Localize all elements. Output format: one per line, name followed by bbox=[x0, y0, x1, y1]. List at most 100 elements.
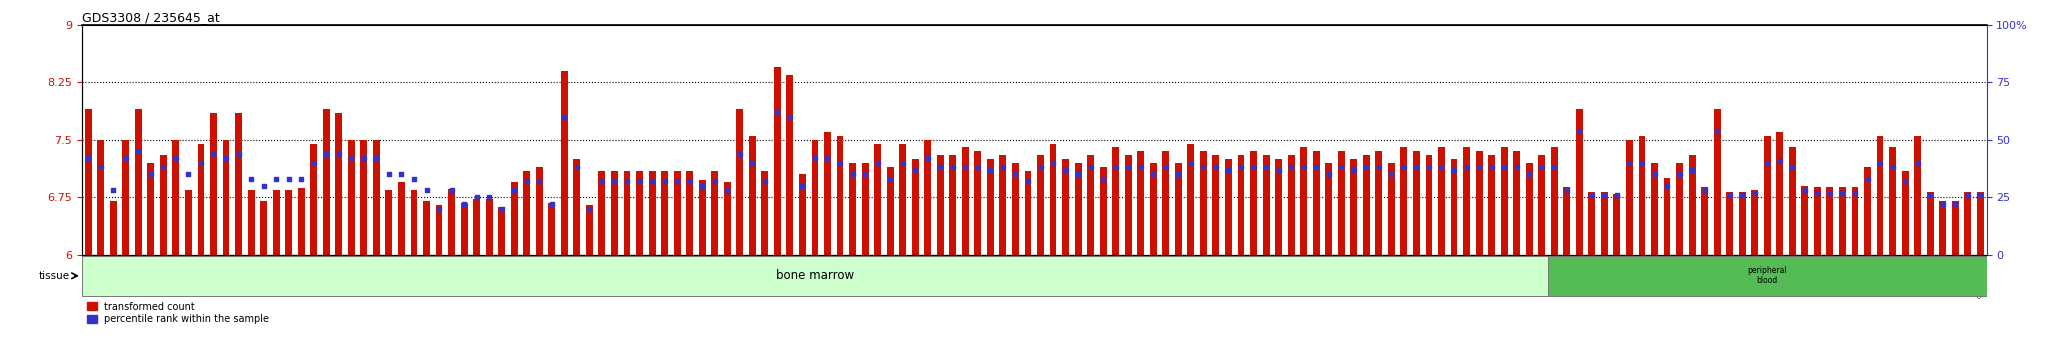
Legend: transformed count, percentile rank within the sample: transformed count, percentile rank withi… bbox=[86, 302, 268, 325]
Bar bbox=[799, 175, 805, 255]
Bar bbox=[1450, 159, 1458, 255]
Point bbox=[1751, 160, 1784, 166]
Point bbox=[172, 172, 205, 177]
Point bbox=[1161, 172, 1194, 177]
Bar bbox=[1288, 155, 1294, 255]
Point bbox=[1663, 172, 1696, 177]
Point bbox=[1763, 158, 1796, 164]
Bar bbox=[1939, 201, 1946, 255]
Point bbox=[598, 178, 631, 184]
Bar bbox=[1714, 109, 1720, 255]
Point bbox=[1487, 165, 1520, 170]
Text: bone marrow: bone marrow bbox=[776, 269, 854, 282]
Bar bbox=[1663, 178, 1671, 255]
Bar bbox=[1839, 187, 1845, 255]
Point bbox=[84, 165, 117, 170]
Point bbox=[1901, 160, 1933, 166]
Bar bbox=[887, 167, 893, 255]
Bar bbox=[1401, 148, 1407, 255]
Bar bbox=[1864, 167, 1872, 255]
Point bbox=[248, 183, 281, 189]
Point bbox=[1815, 190, 1847, 195]
Bar bbox=[598, 171, 606, 255]
Bar bbox=[1489, 155, 1495, 255]
Point bbox=[348, 155, 381, 161]
Bar bbox=[410, 190, 418, 255]
Point bbox=[434, 188, 467, 193]
Point bbox=[1651, 183, 1683, 189]
Bar bbox=[473, 199, 479, 255]
Bar bbox=[1350, 159, 1358, 255]
Point bbox=[96, 188, 129, 193]
Point bbox=[1739, 190, 1772, 195]
Bar bbox=[1763, 136, 1772, 255]
Point bbox=[1137, 172, 1169, 177]
Point bbox=[635, 178, 668, 184]
Bar bbox=[172, 140, 180, 255]
Bar bbox=[1915, 136, 1921, 255]
Bar bbox=[862, 163, 868, 255]
Point bbox=[1638, 172, 1671, 177]
Bar bbox=[211, 113, 217, 255]
Bar bbox=[1702, 187, 1708, 255]
Bar bbox=[662, 171, 668, 255]
Bar bbox=[1024, 171, 1032, 255]
Point bbox=[649, 178, 682, 184]
Bar bbox=[723, 182, 731, 255]
Bar bbox=[1548, 256, 1987, 296]
Point bbox=[1614, 160, 1647, 166]
Bar bbox=[1751, 190, 1757, 255]
Bar bbox=[1638, 136, 1645, 255]
Point bbox=[510, 178, 543, 184]
Bar bbox=[1200, 152, 1206, 255]
Bar bbox=[197, 144, 205, 255]
Bar bbox=[1477, 152, 1483, 255]
Point bbox=[999, 172, 1032, 177]
Bar bbox=[1927, 192, 1933, 255]
Point bbox=[662, 178, 694, 184]
Bar bbox=[1264, 155, 1270, 255]
Bar bbox=[385, 190, 393, 255]
Point bbox=[236, 176, 268, 182]
Point bbox=[1913, 192, 1946, 198]
Bar bbox=[924, 140, 932, 255]
Point bbox=[1714, 192, 1747, 198]
Point bbox=[1964, 192, 1997, 198]
Point bbox=[711, 188, 743, 193]
Point bbox=[1212, 167, 1245, 173]
Point bbox=[1149, 165, 1182, 170]
Bar bbox=[424, 201, 430, 255]
Point bbox=[698, 178, 731, 184]
Bar bbox=[360, 140, 367, 255]
Point bbox=[1061, 172, 1094, 177]
Point bbox=[1575, 192, 1608, 198]
Point bbox=[1688, 188, 1720, 193]
Bar bbox=[899, 144, 905, 255]
Point bbox=[147, 165, 180, 170]
Point bbox=[1876, 165, 1909, 170]
Point bbox=[948, 165, 981, 170]
Bar bbox=[1075, 163, 1081, 255]
Point bbox=[473, 195, 506, 200]
Bar bbox=[1964, 192, 1972, 255]
Bar bbox=[449, 189, 455, 255]
Point bbox=[209, 155, 242, 161]
Point bbox=[748, 178, 780, 184]
Bar bbox=[936, 155, 944, 255]
Bar bbox=[1827, 187, 1833, 255]
Point bbox=[1237, 165, 1270, 170]
Point bbox=[1337, 167, 1370, 173]
Bar bbox=[586, 205, 592, 255]
Point bbox=[410, 188, 442, 193]
Point bbox=[1675, 167, 1708, 173]
Text: GDS3308 / 235645_at: GDS3308 / 235645_at bbox=[82, 11, 219, 24]
Point bbox=[535, 201, 567, 207]
Bar bbox=[1589, 192, 1595, 255]
Point bbox=[1288, 165, 1321, 170]
Bar bbox=[1675, 163, 1683, 255]
Bar bbox=[1513, 152, 1520, 255]
Bar bbox=[623, 171, 631, 255]
Bar bbox=[987, 159, 993, 255]
Point bbox=[1087, 176, 1120, 182]
Bar bbox=[774, 67, 780, 255]
